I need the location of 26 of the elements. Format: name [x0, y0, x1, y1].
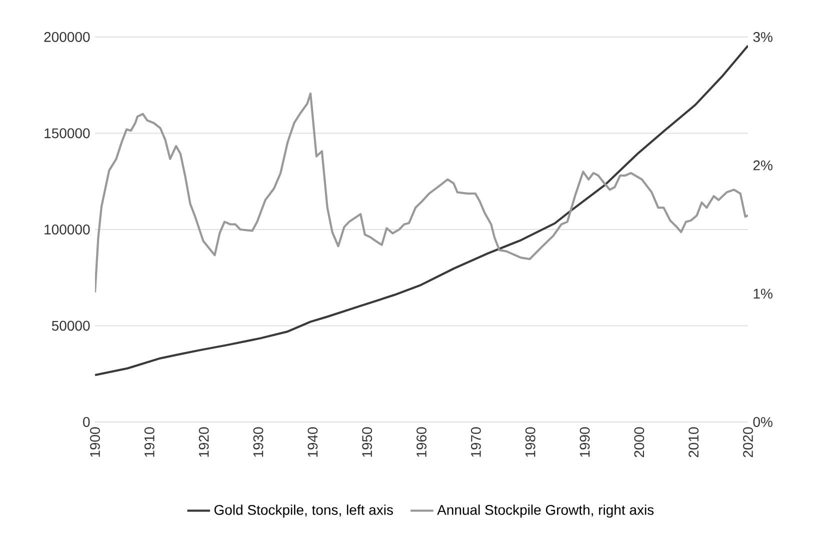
line-series	[95, 92, 748, 294]
y-tick-label: 150000	[44, 128, 90, 138]
x-tick-label: 1960	[416, 427, 426, 457]
x-tick-label: 1980	[525, 427, 536, 457]
y-tick-label: 0	[83, 417, 90, 427]
y2-tick-label: 3%	[753, 32, 772, 42]
y-tick-label: 200000	[44, 32, 90, 42]
x-tick-label: 2000	[634, 427, 644, 458]
y2-tick-label: 2%	[753, 160, 772, 170]
x-tick-label: 1990	[580, 427, 590, 457]
legend-label: Gold Stockpile, tons, left axis	[214, 504, 393, 518]
x-tick-label: 1930	[253, 427, 264, 457]
x-tick-label: 1940	[308, 427, 318, 457]
y-tick-label: 50000	[52, 320, 90, 331]
y2-tick-label: 0%	[753, 417, 772, 427]
x-tick-label: 2010	[688, 427, 699, 458]
x-tick-label: 2020	[743, 427, 753, 458]
legend-label: Annual Stockpile Growth, right axis	[437, 504, 654, 518]
x-tick-label: 1920	[198, 427, 209, 457]
y2-tick-label: 1%	[754, 288, 772, 299]
x-tick-label: 1950	[362, 427, 372, 457]
y-tick-label: 100000	[44, 224, 90, 234]
x-tick-label: 1910	[144, 427, 154, 457]
line-series	[95, 44, 748, 376]
x-tick-label: 1970	[470, 427, 481, 457]
x-tick-label: 1900	[90, 427, 100, 457]
